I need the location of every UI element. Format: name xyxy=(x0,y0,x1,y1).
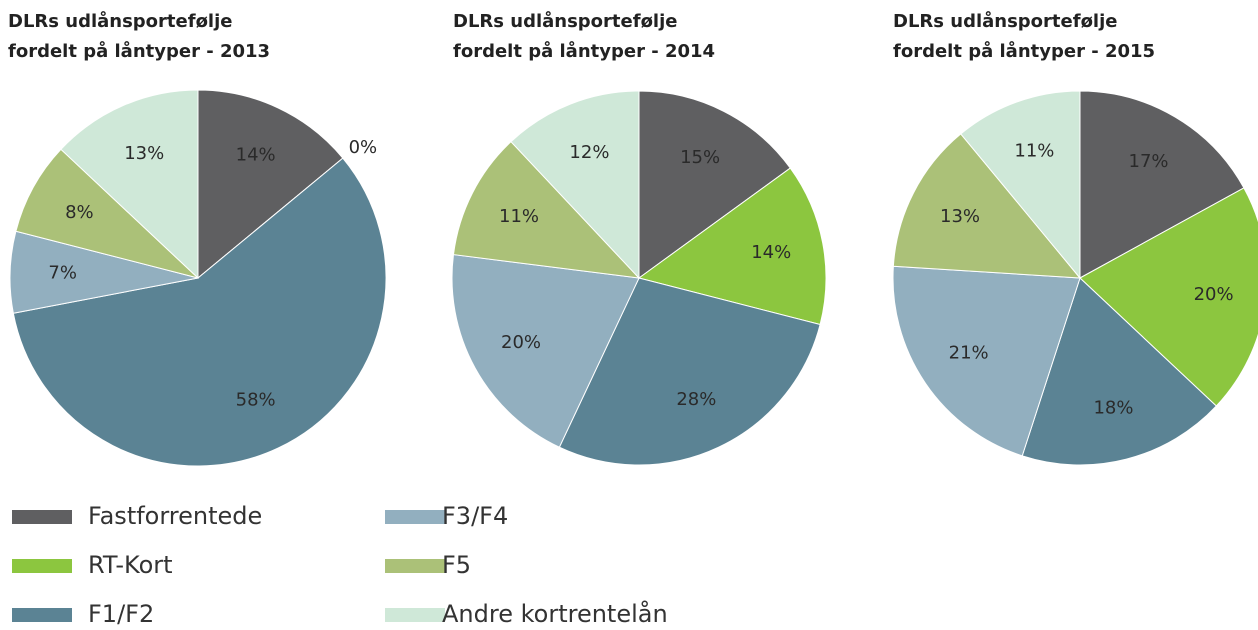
legend-label: Andre kortrentelån xyxy=(442,599,668,628)
pie-slice xyxy=(638,90,791,279)
pie-slice xyxy=(892,265,1081,457)
data-label: 20% xyxy=(501,332,541,353)
data-label: 18% xyxy=(1093,397,1133,418)
data-label: 0% xyxy=(349,137,378,158)
pie-slice xyxy=(451,254,640,448)
data-label: 17% xyxy=(1129,151,1169,172)
legend-swatch xyxy=(12,559,72,573)
legend-label: Fastforrentede xyxy=(88,502,262,530)
data-label: 14% xyxy=(236,145,276,166)
pie-slice xyxy=(12,157,387,467)
chart-title: fordelt på låntyper - 2014 xyxy=(453,40,715,62)
data-label: 12% xyxy=(569,142,609,163)
pie-slice xyxy=(637,167,827,326)
pie-slice xyxy=(558,277,821,466)
data-label: 13% xyxy=(940,206,980,227)
pie-slice xyxy=(60,89,199,280)
pie-slice xyxy=(1079,90,1245,279)
legend-label: RT-Kort xyxy=(88,551,173,579)
pie-slice xyxy=(15,148,199,279)
data-label: 21% xyxy=(949,343,989,364)
chart-title: DLRs udlånsportefølje xyxy=(893,10,1117,32)
chart-title: DLRs udlånsportefølje xyxy=(453,10,677,32)
data-label: 20% xyxy=(1194,284,1234,305)
data-label: 11% xyxy=(1014,140,1054,161)
data-label: 15% xyxy=(680,147,720,168)
legend-label: F1/F2 xyxy=(88,600,154,628)
pie-slice xyxy=(1021,277,1218,466)
data-label: 14% xyxy=(751,242,791,263)
data-label: 58% xyxy=(236,389,276,410)
data-label: 8% xyxy=(65,202,94,223)
chart-title: fordelt på låntyper - 2013 xyxy=(8,40,270,62)
data-label: 13% xyxy=(124,143,164,164)
pie-slice xyxy=(892,133,1082,279)
legend-swatch xyxy=(12,510,72,524)
pie-slice xyxy=(197,89,344,280)
legend-swatch xyxy=(385,559,445,573)
pie-slice xyxy=(510,90,640,280)
data-label: 11% xyxy=(499,206,539,227)
legend-swatch xyxy=(385,510,445,524)
legend-label: F3/F4 xyxy=(442,502,508,530)
legend-swatch xyxy=(385,608,445,622)
pie-slice xyxy=(452,140,641,279)
data-label: 28% xyxy=(676,389,716,410)
chart-title: fordelt på låntyper - 2015 xyxy=(893,40,1155,62)
data-label: 7% xyxy=(48,263,77,284)
pie-slice xyxy=(1079,187,1258,407)
legend-swatch xyxy=(12,608,72,622)
legend-label: F5 xyxy=(442,551,471,579)
chart-title: DLRs udlånsportefølje xyxy=(8,10,232,32)
pie-slice xyxy=(960,90,1081,280)
